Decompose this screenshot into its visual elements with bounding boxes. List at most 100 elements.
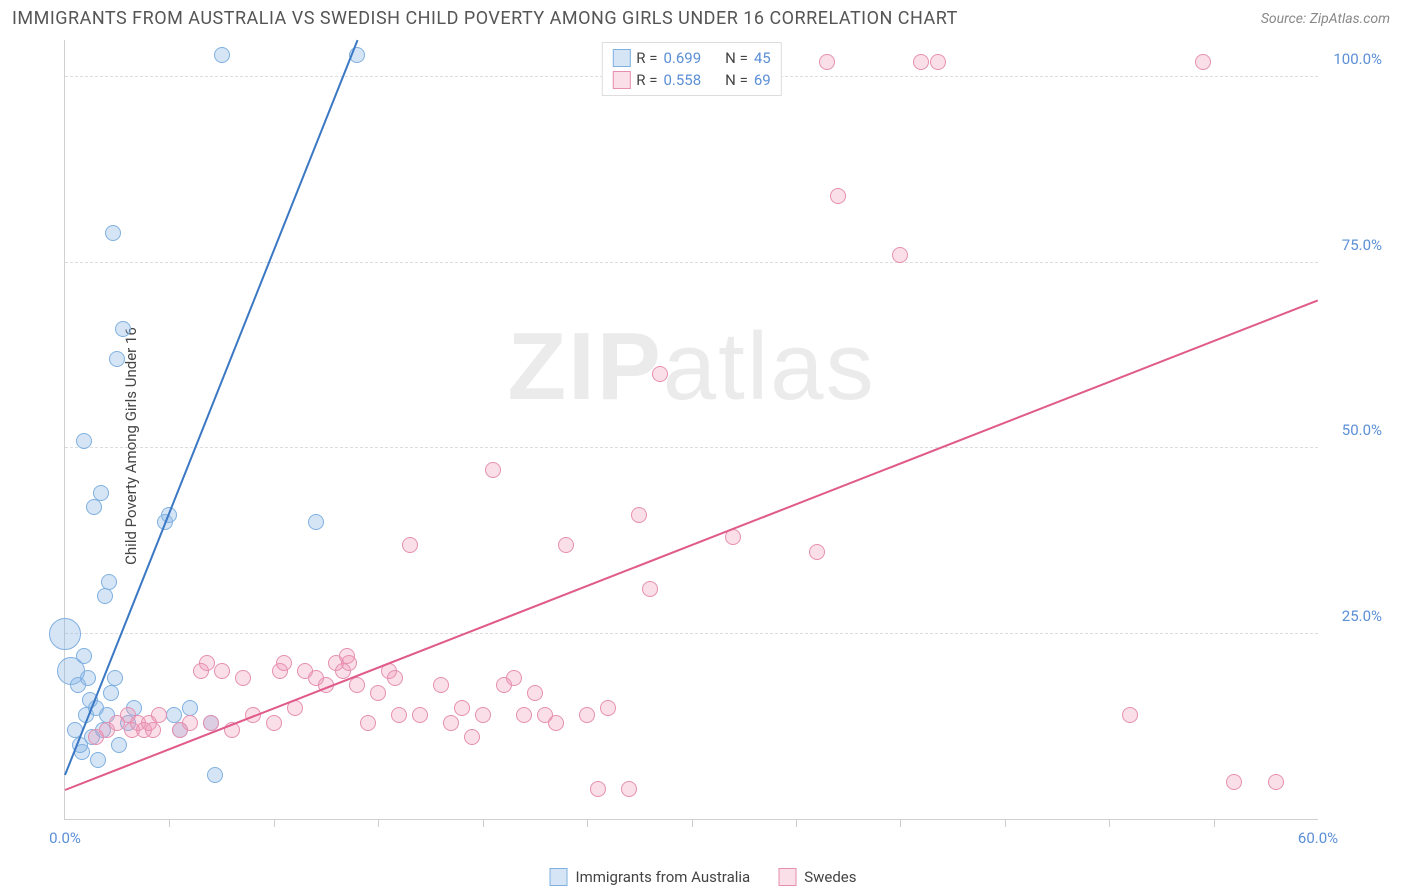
data-point <box>151 707 167 723</box>
swatch-series1 <box>612 49 630 67</box>
watermark-light: atlas <box>663 313 876 420</box>
data-point <box>101 574 117 590</box>
data-point <box>506 670 522 686</box>
data-point <box>631 507 647 523</box>
data-point <box>90 752 106 768</box>
data-point <box>76 648 92 664</box>
n-value-2: 69 <box>754 71 771 89</box>
x-tick <box>796 819 797 827</box>
data-point <box>558 537 574 553</box>
chart-area: Child Poverty Among Girls Under 16 ZIPat… <box>16 40 1390 852</box>
data-point <box>199 655 215 671</box>
data-point <box>402 537 418 553</box>
data-point <box>454 700 470 716</box>
x-tick <box>900 819 901 827</box>
data-point <box>97 588 113 604</box>
legend-item-2: Swedes <box>778 868 856 886</box>
data-point <box>819 54 835 70</box>
legend-row-series1: R = 0.699 N = 45 <box>612 47 770 69</box>
data-point <box>642 581 658 597</box>
x-tick <box>1109 819 1110 827</box>
swatch-series2 <box>612 71 630 89</box>
data-point <box>182 700 198 716</box>
data-point <box>590 781 606 797</box>
data-point <box>308 514 324 530</box>
correlation-legend: R = 0.699 N = 45 R = 0.558 N = 69 <box>601 42 781 96</box>
gridline <box>65 633 1318 634</box>
data-point <box>1195 54 1211 70</box>
data-point <box>276 655 292 671</box>
y-tick-label: 25.0% <box>1342 607 1382 625</box>
data-point <box>387 670 403 686</box>
n-value-1: 45 <box>754 49 771 67</box>
r-label: R = <box>636 71 657 89</box>
data-point <box>86 499 102 515</box>
n-label: N = <box>725 71 748 89</box>
swatch-series2-icon <box>778 868 796 886</box>
legend-row-series2: R = 0.558 N = 69 <box>612 69 770 91</box>
x-tick <box>1214 819 1215 827</box>
x-tick <box>587 819 588 827</box>
x-tick <box>378 819 379 827</box>
data-point <box>475 707 491 723</box>
data-point <box>1268 774 1284 790</box>
series-legend: Immigrants from Australia Swedes <box>550 868 857 886</box>
data-point <box>103 685 119 701</box>
r-value-1: 0.699 <box>663 49 701 67</box>
data-point <box>349 677 365 693</box>
data-point <box>115 321 131 337</box>
plot-area: ZIPatlas R = 0.699 N = 45 R = 0.558 N = … <box>64 40 1318 820</box>
data-point <box>145 722 161 738</box>
data-point <box>913 54 929 70</box>
y-tick-label: 50.0% <box>1342 421 1382 439</box>
gridline <box>65 262 1318 263</box>
chart-title: IMMIGRANTS FROM AUSTRALIA VS SWEDISH CHI… <box>12 8 958 29</box>
data-point <box>93 485 109 501</box>
data-point <box>930 54 946 70</box>
data-point <box>621 781 637 797</box>
x-tick <box>692 819 693 827</box>
watermark-bold: ZIP <box>507 313 662 420</box>
y-tick-label: 75.0% <box>1342 236 1382 254</box>
data-point <box>109 351 125 367</box>
data-point <box>600 700 616 716</box>
swatch-series1-icon <box>550 868 568 886</box>
data-point <box>360 715 376 731</box>
x-tick-label: 0.0% <box>49 829 81 847</box>
data-point <box>464 729 480 745</box>
data-point <box>892 247 908 263</box>
data-point <box>516 707 532 723</box>
data-point <box>214 47 230 63</box>
data-point <box>370 685 386 701</box>
chart-header: IMMIGRANTS FROM AUSTRALIA VS SWEDISH CHI… <box>0 0 1406 33</box>
n-label: N = <box>725 49 748 67</box>
r-label: R = <box>636 49 657 67</box>
data-point <box>1122 707 1138 723</box>
data-point <box>652 366 668 382</box>
legend-item-1: Immigrants from Australia <box>550 868 751 886</box>
data-point <box>207 767 223 783</box>
x-tick <box>483 819 484 827</box>
data-point <box>80 670 96 686</box>
r-value-2: 0.558 <box>663 71 701 89</box>
data-point <box>391 707 407 723</box>
data-point <box>105 225 121 241</box>
data-point <box>76 433 92 449</box>
chart-source: Source: ZipAtlas.com <box>1261 11 1390 27</box>
data-point <box>412 707 428 723</box>
data-point <box>214 663 230 679</box>
y-tick-label: 100.0% <box>1333 50 1382 68</box>
data-point <box>433 677 449 693</box>
data-point <box>107 670 123 686</box>
x-tick-label: 60.0% <box>1298 829 1338 847</box>
data-point <box>579 707 595 723</box>
data-point <box>548 715 564 731</box>
data-point <box>809 544 825 560</box>
data-point <box>527 685 543 701</box>
legend-label-2: Swedes <box>804 868 856 886</box>
x-tick <box>1005 819 1006 827</box>
data-point <box>1226 774 1242 790</box>
watermark: ZIPatlas <box>507 312 875 422</box>
gridline <box>65 447 1318 448</box>
x-tick <box>274 819 275 827</box>
